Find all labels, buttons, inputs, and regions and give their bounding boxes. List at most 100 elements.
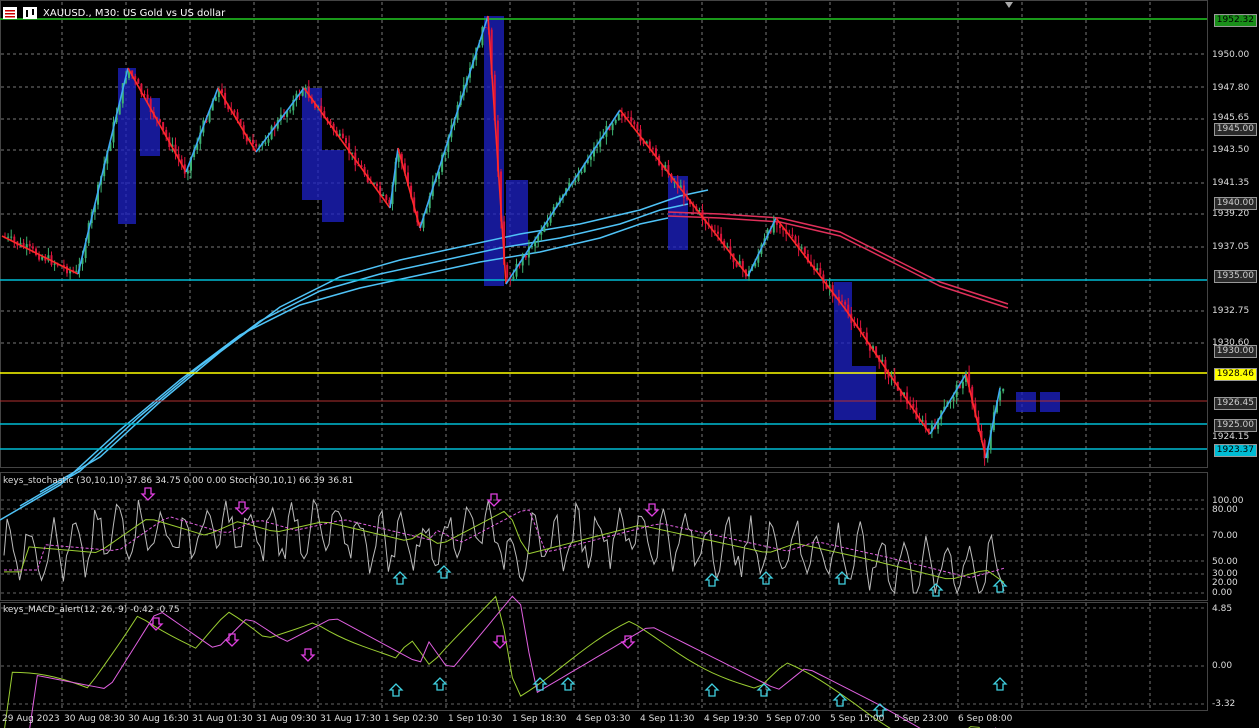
candle-body xyxy=(717,231,719,234)
candle-body xyxy=(847,304,850,314)
stoch-main-line xyxy=(3,498,1005,595)
candle-body xyxy=(543,226,546,232)
candle-body xyxy=(28,244,31,247)
time-axis-label: 5 Sep 07:00 xyxy=(766,714,821,724)
sell-arrow-icon xyxy=(644,503,660,517)
zigzag-segment xyxy=(845,309,931,435)
candle-body xyxy=(307,87,310,98)
stoch-signal-line xyxy=(4,510,1005,583)
candle-body xyxy=(881,359,884,362)
supply-demand-zone xyxy=(118,68,136,224)
supply-demand-zone xyxy=(834,282,852,420)
candle-body xyxy=(779,224,781,229)
candle-body xyxy=(735,262,738,267)
chart-menu-icon[interactable] xyxy=(3,7,17,19)
level-price-tag: 1925.00 xyxy=(1213,419,1257,432)
time-axis-label: 31 Aug 17:30 xyxy=(320,714,381,724)
candle-body xyxy=(713,230,716,232)
candle-body xyxy=(534,240,537,247)
level-price-tag: 1945.00 xyxy=(1213,123,1257,136)
candle-body xyxy=(636,124,639,130)
candle-body xyxy=(171,144,174,148)
candle-body xyxy=(357,165,360,167)
candle-body xyxy=(397,154,400,162)
candle-body xyxy=(859,327,862,332)
candle-body xyxy=(115,114,118,123)
price-scale-label: 1945.65 xyxy=(1212,113,1250,123)
candle-body xyxy=(7,236,10,238)
level-price-tag: 1930.00 xyxy=(1213,345,1257,358)
candle-body xyxy=(741,261,744,270)
candle-body xyxy=(174,144,177,155)
zigzag-segment xyxy=(965,373,987,459)
buy-arrow-icon xyxy=(992,677,1008,691)
candle-body xyxy=(345,138,347,144)
zigzag-segment xyxy=(303,87,391,209)
candle-body xyxy=(84,243,87,259)
candle-body xyxy=(968,372,971,387)
candle-body xyxy=(44,256,47,261)
candle-body xyxy=(980,430,983,441)
candle-body xyxy=(205,120,208,122)
candle-body xyxy=(13,236,16,242)
candle-body xyxy=(828,285,831,289)
candle-body xyxy=(134,76,137,80)
chart-type-icon[interactable] xyxy=(23,7,37,19)
zigzag-segment xyxy=(985,387,1001,459)
candle-body xyxy=(865,332,868,345)
candle-body xyxy=(351,152,354,154)
candle-body xyxy=(267,139,270,143)
candle-body xyxy=(701,210,704,220)
time-axis-label: 1 Sep 10:30 xyxy=(448,714,503,724)
candle-body xyxy=(887,373,890,378)
candle-body xyxy=(614,119,617,124)
candle-body xyxy=(853,322,856,327)
candle-body xyxy=(10,236,13,238)
candle-body xyxy=(589,156,592,160)
buy-arrow-icon xyxy=(756,683,772,697)
candle-body xyxy=(645,141,648,144)
candle-body xyxy=(38,254,41,260)
candle-body xyxy=(407,172,409,186)
moving-average-line xyxy=(19,203,689,507)
window-corner-icon[interactable] xyxy=(1005,2,1013,8)
zigzag-segment xyxy=(397,147,421,229)
zigzag-segment xyxy=(505,109,621,285)
price-scale-label: 1950.00 xyxy=(1212,50,1250,60)
time-axis-label: 5 Sep 23:00 xyxy=(894,714,949,724)
macd-scale-label: 4.85 xyxy=(1212,604,1233,614)
candle-body xyxy=(952,396,955,401)
buy-arrow-icon xyxy=(432,677,448,691)
stoch-scale-label: 100.00 xyxy=(1212,496,1244,506)
buy-arrow-icon xyxy=(436,565,452,579)
sell-arrow-icon xyxy=(234,501,250,515)
candle-body xyxy=(425,208,428,214)
candle-body xyxy=(500,171,502,222)
candle-body xyxy=(602,136,605,139)
candle-body xyxy=(47,255,50,261)
candle-body xyxy=(304,87,307,91)
zigzag-segment xyxy=(775,217,847,311)
sell-arrow-icon xyxy=(492,635,508,649)
candle-body xyxy=(276,120,279,129)
candle-body xyxy=(279,114,282,121)
candle-body xyxy=(131,70,134,77)
moving-average-line xyxy=(0,217,669,521)
candle-body xyxy=(388,199,391,204)
price-scale-label: 1947.80 xyxy=(1212,83,1250,93)
stoch-scale-label: 30.00 xyxy=(1212,569,1238,579)
candle-body xyxy=(190,156,192,171)
candle-body xyxy=(531,246,533,248)
candle-body xyxy=(961,381,964,389)
candle-body xyxy=(143,94,146,96)
candle-body xyxy=(757,254,760,263)
candle-body xyxy=(611,123,614,131)
candle-body xyxy=(379,186,382,196)
candle-body xyxy=(537,234,540,241)
stoch-pane-frame xyxy=(0,472,1208,601)
candle-body xyxy=(540,231,543,235)
candle-body xyxy=(301,90,304,96)
candle-body xyxy=(837,296,840,301)
candle-body xyxy=(667,165,670,175)
